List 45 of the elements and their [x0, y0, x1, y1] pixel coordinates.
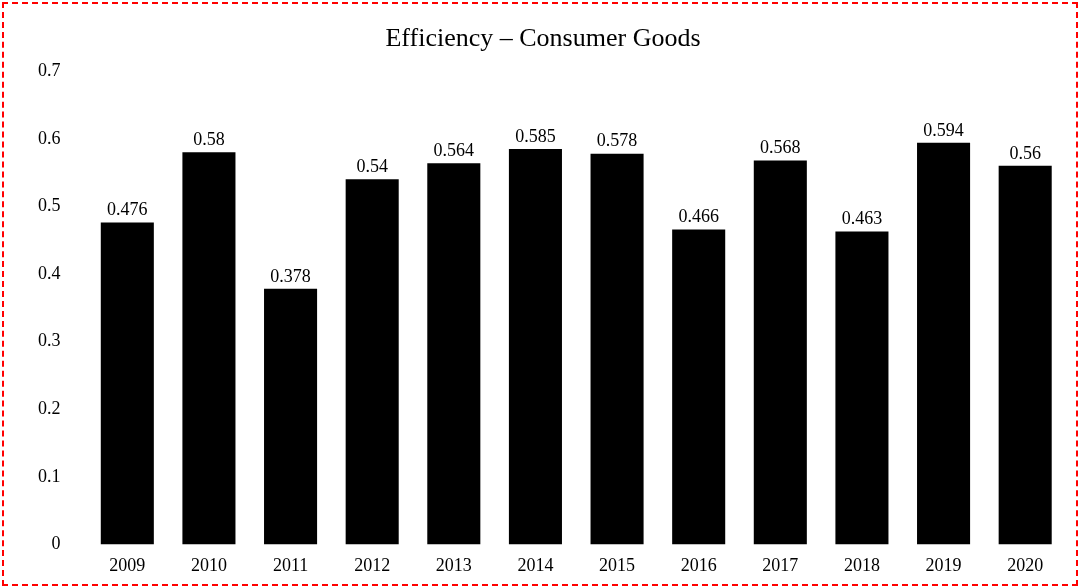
data-label: 0.58	[193, 129, 225, 150]
y-tick-label: 0.6	[38, 127, 61, 148]
data-label: 0.578	[596, 130, 638, 151]
x-tick-label: 2015	[599, 554, 636, 575]
x-tick-label: 2009	[109, 554, 146, 575]
y-tick-label: 0.4	[38, 262, 61, 283]
data-label: 0.476	[107, 199, 148, 220]
bar	[998, 165, 1052, 545]
bar	[100, 222, 154, 545]
bar	[753, 160, 807, 545]
bar	[345, 179, 399, 545]
x-tick-label: 2011	[272, 554, 309, 575]
bar	[182, 152, 236, 545]
data-label: 0.585	[515, 125, 556, 146]
bar	[590, 153, 644, 545]
x-tick-label: 2020	[1007, 554, 1044, 575]
bar	[427, 163, 481, 545]
x-tick-label: 2017	[762, 554, 799, 575]
data-label: 0.54	[356, 156, 388, 177]
data-label: 0.378	[270, 265, 311, 286]
y-tick-label: 0.3	[38, 330, 61, 351]
bar	[508, 148, 562, 545]
bar	[264, 288, 318, 545]
x-tick-label: 2012	[354, 554, 391, 575]
y-tick-label: 0.1	[38, 465, 61, 486]
y-tick-label: 0.5	[38, 195, 61, 216]
bar	[917, 142, 971, 545]
y-tick-label: 0	[51, 533, 61, 554]
chart-title: Efficiency – Consumer Goods	[385, 23, 701, 53]
x-tick-label: 2010	[190, 554, 227, 575]
y-tick-label: 0.7	[38, 59, 61, 80]
data-label: 0.594	[923, 119, 964, 140]
data-label: 0.564	[433, 139, 475, 160]
x-tick-label: 2016	[680, 554, 717, 575]
data-label: 0.466	[678, 206, 719, 227]
x-tick-label: 2013	[435, 554, 472, 575]
x-tick-label: 2018	[843, 554, 880, 575]
data-label: 0.56	[1009, 142, 1041, 163]
x-tick-label: 2014	[517, 554, 554, 575]
y-tick-label: 0.2	[38, 397, 61, 418]
bar	[835, 231, 889, 545]
data-label: 0.463	[841, 208, 883, 229]
x-tick-label: 2019	[925, 554, 962, 575]
data-label: 0.568	[760, 137, 801, 158]
bar	[672, 229, 726, 545]
